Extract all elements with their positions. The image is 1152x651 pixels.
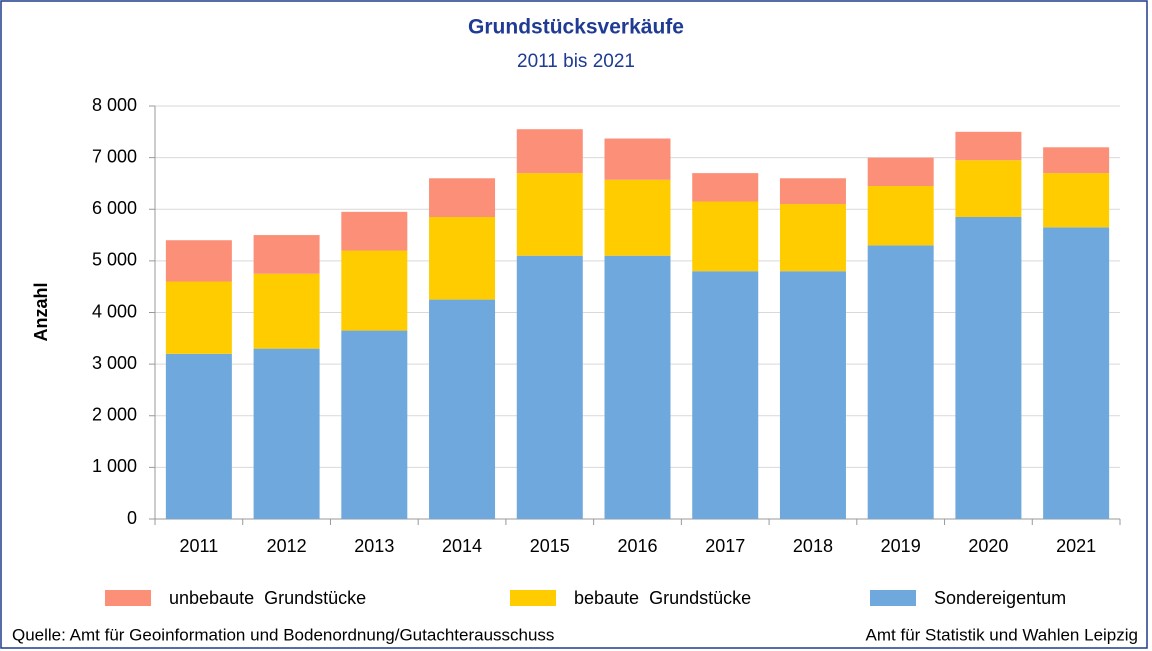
- x-tick-label: 2011: [180, 536, 219, 556]
- x-tick-label: 2019: [881, 536, 921, 556]
- y-tick-label: 8 000: [92, 95, 137, 115]
- x-tick-label: 2018: [793, 536, 833, 556]
- bar-segment: [516, 129, 583, 174]
- bar-segment: [516, 173, 583, 256]
- bar-segment: [604, 255, 671, 519]
- bar-segment: [955, 216, 1022, 519]
- bar-segment: [253, 348, 320, 519]
- bar-segment: [604, 138, 671, 180]
- bar-segment: [779, 178, 846, 205]
- x-tick-label: 2020: [968, 536, 1008, 556]
- source-left: Quelle: Amt für Geoinformation und Boden…: [12, 625, 554, 644]
- y-tick-label: 4 000: [92, 301, 137, 321]
- legend-label: unbebaute Grundstücke: [169, 588, 366, 608]
- bar-segment: [692, 173, 759, 202]
- legend-swatch: [105, 590, 151, 606]
- bar-segment: [955, 131, 1022, 161]
- bar-segment: [341, 211, 408, 251]
- chart-title: Grundstücksverkäufe: [468, 16, 684, 39]
- y-axis-label: Anzahl: [31, 282, 51, 341]
- bar-segment: [692, 201, 759, 272]
- chart-subtitle: 2011 bis 2021: [517, 51, 635, 72]
- y-tick-label: 2 000: [92, 405, 137, 425]
- bar-segment: [604, 179, 671, 256]
- bar-segment: [1043, 147, 1110, 174]
- bar-segment: [429, 216, 496, 300]
- bar-segment: [1043, 173, 1110, 228]
- x-tick-label: 2017: [705, 536, 745, 556]
- bar-segment: [165, 281, 232, 354]
- bar-segment: [341, 250, 408, 331]
- bar-segment: [429, 299, 496, 519]
- y-tick-label: 1 000: [92, 456, 137, 476]
- bar-segment: [779, 204, 846, 272]
- bar-segment: [165, 240, 232, 282]
- bar-segment: [867, 245, 934, 519]
- bar-segment: [516, 255, 583, 519]
- bar-segment: [165, 353, 232, 519]
- legend-swatch: [510, 590, 556, 606]
- bar-segment: [253, 235, 320, 274]
- x-tick-label: 2013: [354, 536, 394, 556]
- bar-segment: [955, 160, 1022, 217]
- legend-swatch: [870, 590, 916, 606]
- bar-segment: [253, 273, 320, 349]
- source-right: Amt für Statistik und Wahlen Leipzig: [866, 625, 1138, 644]
- bar-segment: [779, 271, 846, 519]
- y-tick-label: 6 000: [92, 198, 137, 218]
- y-tick-label: 0: [127, 508, 137, 528]
- y-tick-label: 5 000: [92, 250, 137, 270]
- bar-segment: [867, 186, 934, 246]
- bar-segment: [1043, 227, 1110, 519]
- x-tick-label: 2016: [617, 536, 657, 556]
- x-tick-label: 2015: [530, 536, 570, 556]
- bar-segment: [429, 178, 496, 217]
- x-tick-label: 2012: [267, 536, 307, 556]
- x-tick-label: 2014: [442, 536, 482, 556]
- y-tick-label: 3 000: [92, 353, 137, 373]
- legend-label: Sondereigentum: [934, 588, 1066, 608]
- bar-segment: [692, 271, 759, 519]
- y-tick-label: 7 000: [92, 146, 137, 166]
- legend-label: bebaute Grundstücke: [574, 588, 751, 608]
- bar-segment: [867, 157, 934, 187]
- bar-segment: [341, 330, 408, 519]
- x-tick-label: 2021: [1056, 536, 1096, 556]
